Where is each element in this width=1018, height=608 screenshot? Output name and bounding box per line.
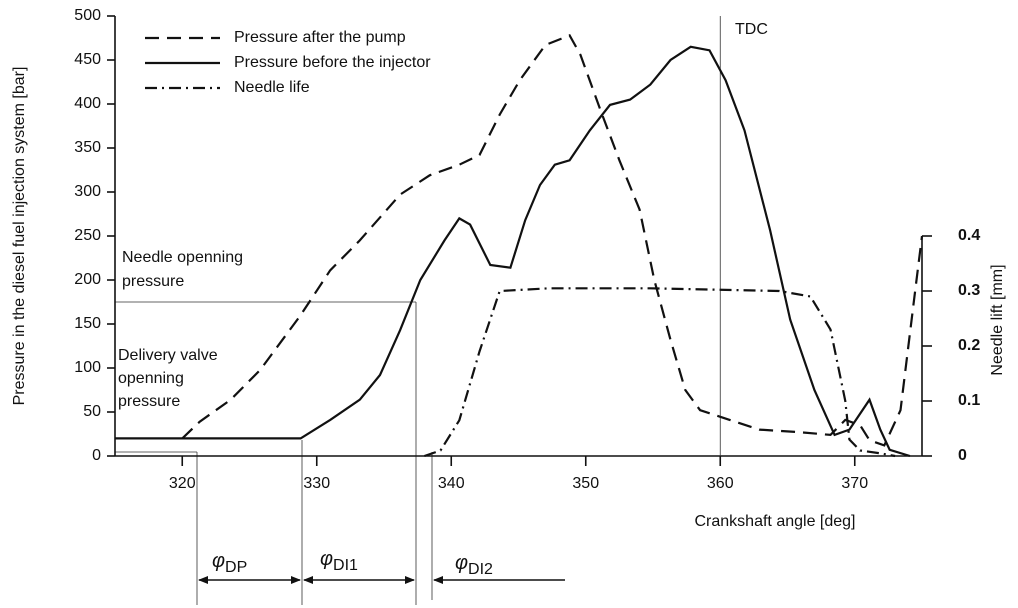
annotation-line: Needle openning [122,249,243,266]
y-tick-label: 500 [74,7,101,24]
phi-sub: DI2 [468,561,493,578]
x-tick-label: 360 [707,475,734,492]
phi-label: φDP [212,550,247,576]
annotation-line: openning [118,370,184,387]
legend-label: Needle life [234,79,310,96]
phi-sub: DI1 [333,557,358,574]
y-tick-label: 300 [74,183,101,200]
y2-axis-label: Needle lift [mm] [989,264,1006,375]
y2-tick-label: 0.1 [958,392,980,409]
phi-label: φDI2 [455,552,493,578]
x-tick-label: 320 [169,475,196,492]
y2-tick-label: 0.3 [958,282,980,299]
phi-label: φDI1 [320,548,358,574]
phi-symbol: φ [320,548,333,570]
x-axis-label: Crankshaft angle [deg] [695,513,856,530]
y2-tick-label: 0.4 [958,227,980,244]
phi-symbol: φ [455,552,468,574]
annotation-line: pressure [118,393,180,410]
y-tick-label: 450 [74,51,101,68]
phi-sub: DP [225,559,247,576]
tdc-label: TDC [735,21,768,38]
annotation: Delivery valve openning pressure [118,347,218,410]
annotation-line: pressure [122,273,184,290]
x-tick-label: 330 [303,475,330,492]
x-tick-label: 350 [572,475,599,492]
legend-label: Pressure after the pump [234,29,406,46]
legend-label: Pressure before the injector [234,54,431,71]
y-tick-label: 250 [74,227,101,244]
annotation: Needle openning pressure [122,249,243,290]
y-tick-label: 200 [74,271,101,288]
y-tick-label: 400 [74,95,101,112]
x-tick-label: 370 [841,475,868,492]
y2-tick-label: 0.2 [958,337,980,354]
y-tick-label: 0 [92,447,101,464]
annotation-line: Delivery valve [118,347,218,364]
series-line [181,34,924,447]
phi-symbol: φ [212,550,225,572]
y2-tick-label: 0 [958,447,967,464]
series-line [424,287,896,458]
series-line [115,45,911,458]
y-tick-label: 100 [74,359,101,376]
y-axis-label: Pressure in the diesel fuel injection sy… [11,67,28,406]
y-tick-label: 150 [74,315,101,332]
x-tick-label: 340 [438,475,465,492]
y-tick-label: 350 [74,139,101,156]
y-tick-label: 50 [83,403,101,420]
